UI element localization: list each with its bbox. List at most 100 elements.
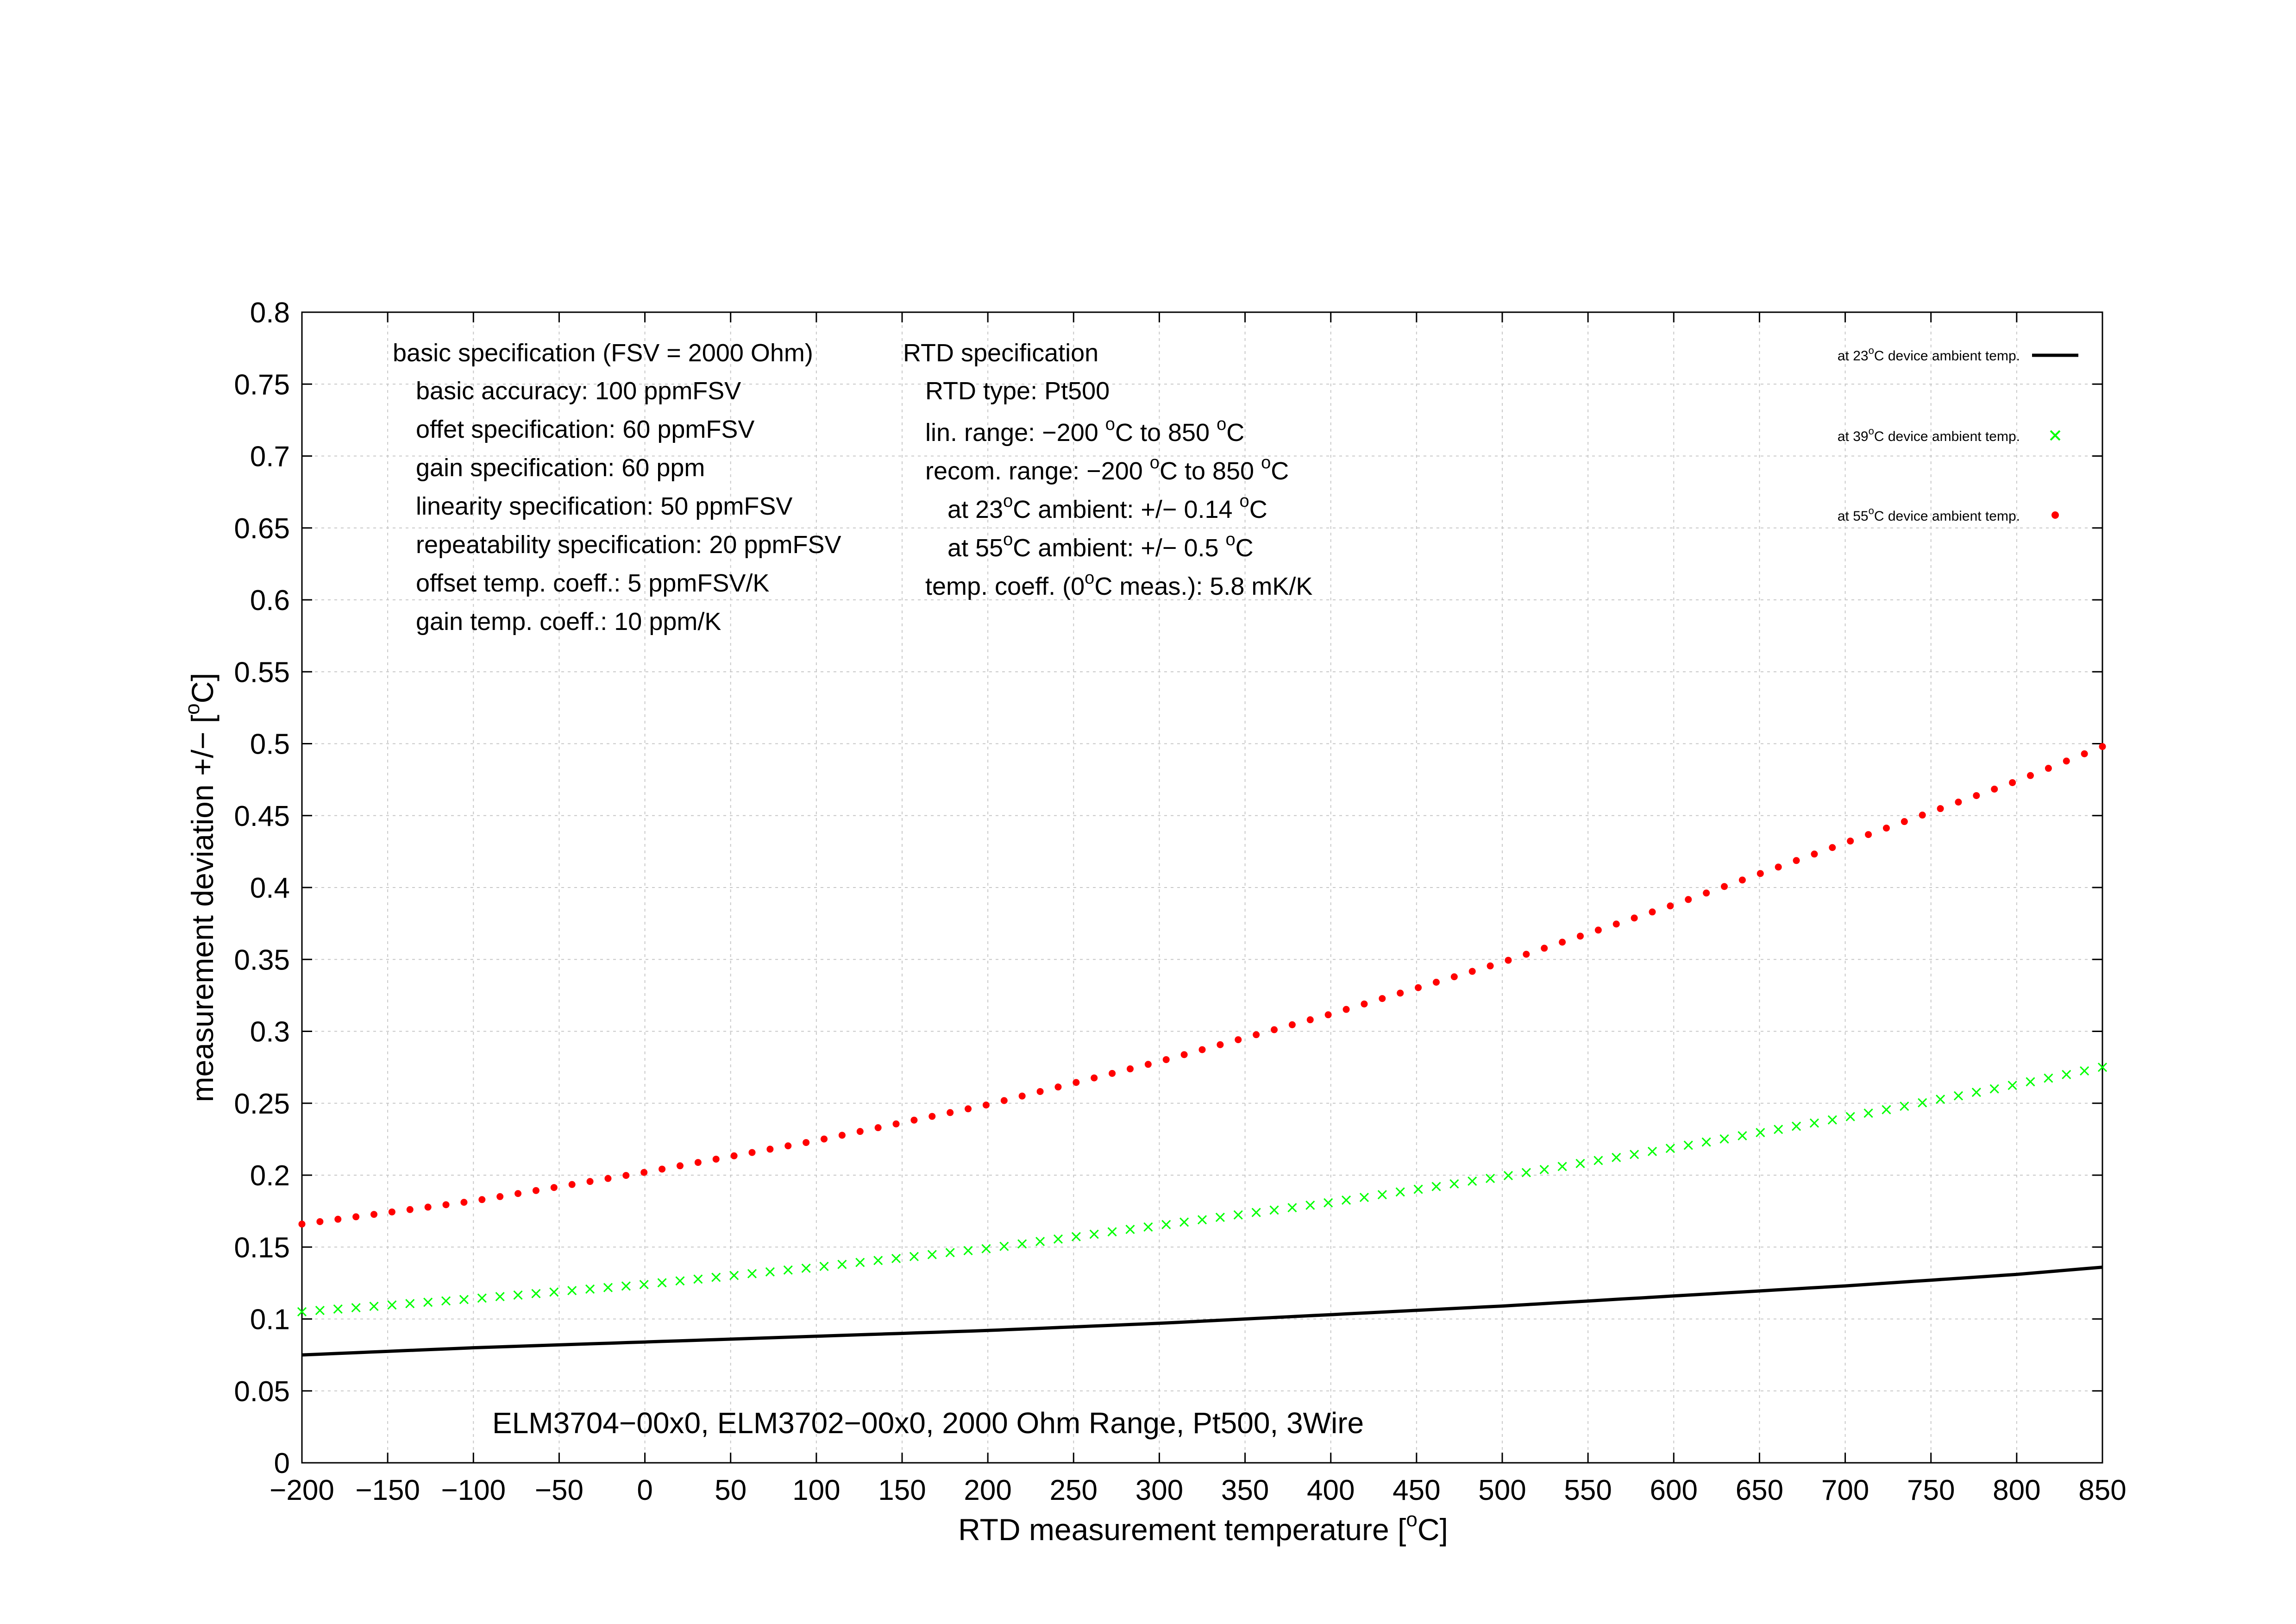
data-point: [1071, 1232, 1081, 1241]
data-point: [1811, 850, 1818, 858]
x-tick-label: 350: [1221, 1474, 1269, 1506]
data-point: [1936, 1095, 1945, 1104]
y-tick-label: 0.15: [234, 1232, 290, 1264]
data-point: [1397, 989, 1404, 997]
data-point: [387, 1300, 397, 1310]
data-point: [334, 1215, 342, 1223]
data-point: [947, 1109, 954, 1116]
data-point: [478, 1196, 486, 1203]
x-tick-label: 600: [1650, 1474, 1698, 1506]
data-point: [2081, 750, 2088, 757]
data-point: [424, 1203, 432, 1211]
data-point: [1612, 920, 1620, 928]
x-tick-label: 850: [2078, 1474, 2126, 1506]
x-tick-label: 800: [1993, 1474, 2040, 1506]
legend: at 23oC device ambient temp. at 39oC dev…: [1838, 345, 2078, 524]
data-point: [639, 1280, 649, 1290]
data-point: [351, 1303, 361, 1313]
x-tick-label: 50: [715, 1474, 747, 1506]
data-point: [1253, 1031, 1260, 1039]
legend-swatch-39: [2050, 430, 2061, 441]
data-point: [1701, 1137, 1711, 1147]
data-point: [712, 1155, 720, 1163]
data-point: [441, 1296, 451, 1306]
data-point: [1449, 1179, 1459, 1189]
data-point: [801, 1263, 811, 1273]
data-point: [1594, 926, 1602, 934]
data-point: [298, 1221, 306, 1228]
data-point: [1757, 870, 1764, 877]
data-point: [2045, 765, 2052, 772]
data-point: [1468, 1176, 1477, 1186]
data-point: [1162, 1056, 1170, 1064]
x-tick-label: 700: [1821, 1474, 1869, 1506]
data-point: [2009, 779, 2016, 787]
data-point: [1377, 1190, 1387, 1200]
data-point: [585, 1284, 595, 1294]
data-point: [1882, 825, 1890, 832]
x-tick-label: 750: [1907, 1474, 1955, 1506]
data-point: [1557, 1162, 1567, 1171]
data-point: [1575, 1158, 1585, 1168]
data-point: [1036, 1088, 1044, 1095]
data-point: [1413, 1184, 1423, 1194]
data-point: [803, 1139, 810, 1146]
data-point: [1738, 1131, 1747, 1140]
data-point: [1703, 889, 1710, 897]
y-tick-label: 0.55: [234, 656, 290, 688]
data-point: [1541, 944, 1548, 952]
data-point: [821, 1135, 828, 1143]
data-point: [514, 1190, 522, 1197]
legend-label-39: at 39oC device ambient temp.: [1838, 425, 2020, 444]
data-point: [1521, 1168, 1531, 1177]
x-tick-label: 400: [1307, 1474, 1355, 1506]
data-point: [729, 1271, 739, 1280]
data-point: [1288, 1021, 1296, 1028]
data-point: [513, 1290, 523, 1300]
basic-spec-line: gain temp. coeff.: 10 ppm/K: [416, 608, 721, 636]
data-point: [1053, 1234, 1063, 1244]
data-point: [1054, 1083, 1062, 1091]
data-point: [910, 1116, 918, 1124]
data-point: [1827, 1115, 1837, 1125]
data-point: [568, 1181, 576, 1188]
data-point: [747, 1269, 757, 1278]
data-point: [1791, 1121, 1801, 1131]
data-point: [1431, 1182, 1441, 1191]
data-point: [693, 1274, 703, 1284]
ticks: −200 −150 −100 −50 0 50 100 150 200 250 300 350 400 4…: [234, 297, 2126, 1506]
data-point: [1667, 902, 1674, 910]
data-point: [1523, 950, 1530, 958]
y-tick-label: 0.05: [234, 1376, 290, 1408]
series-2: [297, 1063, 2108, 1317]
x-tick-label: 250: [1050, 1474, 1098, 1506]
data-point: [1847, 837, 1854, 845]
basic-spec-block: basic specification (FSV = 2000 Ohm) bas…: [393, 339, 841, 636]
y-tick-label: 0.2: [250, 1160, 290, 1192]
data-point: [604, 1175, 612, 1182]
data-point: [856, 1128, 864, 1135]
x-tick-label: −50: [535, 1474, 583, 1506]
data-point: [1018, 1092, 1026, 1100]
data-point: [1486, 1173, 1495, 1183]
data-point: [1649, 908, 1656, 916]
data-point: [981, 1244, 991, 1253]
basic-spec-line: repeatability specification: 20 ppmFSV: [416, 531, 841, 559]
rtd-type: RTD type: Pt500: [925, 377, 1110, 405]
y-tick-label: 0: [274, 1448, 290, 1479]
data-point: [1126, 1065, 1134, 1073]
data-point: [2099, 743, 2106, 750]
data-point: [1109, 1070, 1116, 1077]
data-point: [963, 1246, 973, 1256]
data-point: [837, 1259, 847, 1269]
ambient-23-accuracy: at 23oC ambient: +/− 0.14 oC: [947, 491, 1267, 523]
ambient-55-accuracy: at 55oC ambient: +/− 0.5 oC: [947, 530, 1254, 562]
data-point: [1505, 957, 1512, 964]
legend-label-55: at 55oC device ambient temp.: [1838, 505, 2020, 524]
legend-label-23: at 23oC device ambient temp.: [1838, 345, 2020, 364]
data-point: [1324, 1011, 1332, 1019]
data-point: [622, 1172, 630, 1179]
data-point: [1125, 1225, 1135, 1234]
data-point: [2026, 1077, 2035, 1087]
data-point: [1000, 1097, 1008, 1104]
